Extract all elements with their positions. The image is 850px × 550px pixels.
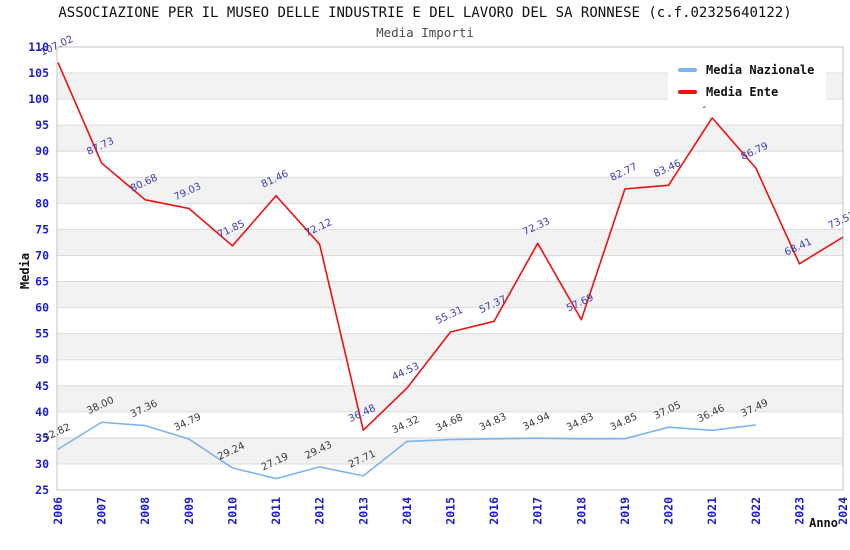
legend: Media Nazionale Media Ente bbox=[668, 56, 827, 106]
x-tick-label: 2008 bbox=[138, 497, 152, 525]
chart-subtitle: Media Importi bbox=[376, 25, 474, 40]
plot-band bbox=[57, 385, 843, 412]
plot-band bbox=[57, 437, 843, 464]
legend-label-media-nazionale: Media Nazionale bbox=[706, 63, 815, 77]
plot-band bbox=[57, 177, 843, 204]
series-line-media-ente bbox=[57, 62, 844, 431]
legend-item-media-ente[interactable]: Media Ente bbox=[678, 85, 814, 99]
x-tick-label: 2010 bbox=[225, 497, 239, 525]
legend-swatch-media-ente-icon bbox=[678, 90, 697, 94]
x-tick-label: 2013 bbox=[356, 497, 370, 525]
y-tick-label: 95 bbox=[35, 118, 49, 132]
x-tick-label: 2017 bbox=[531, 497, 545, 525]
y-tick-label: 110 bbox=[28, 40, 49, 54]
data-label: 34.94 bbox=[521, 411, 552, 433]
x-tick-label: 2019 bbox=[618, 497, 632, 525]
plot-band bbox=[57, 333, 843, 360]
data-label: 34.83 bbox=[565, 411, 596, 433]
data-label: 44.53 bbox=[391, 361, 422, 383]
x-tick-label: 2009 bbox=[182, 497, 196, 525]
data-label: 34.68 bbox=[434, 412, 465, 434]
y-tick-label: 100 bbox=[28, 92, 49, 106]
y-tick-label: 50 bbox=[35, 353, 49, 367]
x-tick-label: 2012 bbox=[313, 497, 327, 525]
x-tick-label: 2024 bbox=[836, 497, 850, 525]
x-tick-label: 2014 bbox=[400, 497, 414, 525]
y-tick-label: 35 bbox=[35, 431, 49, 445]
plot-border bbox=[56, 46, 844, 491]
y-tick-label: 105 bbox=[28, 66, 49, 80]
x-tick-label: 2011 bbox=[269, 497, 283, 525]
x-tick-label: 2015 bbox=[444, 497, 458, 525]
y-tick-label: 25 bbox=[35, 483, 49, 497]
data-label: 34.79 bbox=[172, 412, 203, 434]
data-label: 73.52 bbox=[827, 210, 850, 232]
chart-title: ASSOCIAZIONE PER IL MUSEO DELLE INDUSTRI… bbox=[58, 5, 792, 21]
y-tick-label: 40 bbox=[35, 405, 49, 419]
y-tick-label: 75 bbox=[35, 222, 49, 236]
x-tick-label: 2021 bbox=[705, 497, 719, 525]
legend-swatch-media-nazionale-icon bbox=[678, 68, 697, 72]
plot-band bbox=[57, 125, 843, 152]
y-tick-label: 45 bbox=[35, 379, 49, 393]
data-label: 34.85 bbox=[609, 411, 640, 433]
data-label: 34.32 bbox=[391, 414, 422, 436]
x-tick-label: 2022 bbox=[749, 497, 763, 525]
y-tick-label: 80 bbox=[35, 196, 49, 210]
y-tick-label: 55 bbox=[35, 327, 49, 341]
x-tick-label: 2016 bbox=[487, 497, 501, 525]
plot-band bbox=[57, 229, 843, 256]
x-tick-label: 2023 bbox=[792, 497, 806, 525]
legend-item-media-nazionale[interactable]: Media Nazionale bbox=[678, 63, 814, 77]
y-axis-title: Media bbox=[18, 253, 32, 289]
y-tick-label: 70 bbox=[35, 248, 49, 262]
y-tick-label: 90 bbox=[35, 144, 49, 158]
x-tick-label: 2006 bbox=[51, 497, 65, 525]
x-axis-title: Anno bbox=[809, 516, 838, 530]
data-label: 83.46 bbox=[652, 158, 683, 180]
x-tick-label: 2007 bbox=[95, 497, 109, 525]
series-line-media-nazionale bbox=[57, 421, 756, 480]
y-tick-label: 85 bbox=[35, 170, 49, 184]
x-tick-label: 2020 bbox=[662, 497, 676, 525]
data-label: 34.83 bbox=[478, 411, 509, 433]
y-tick-label: 60 bbox=[35, 301, 49, 315]
y-tick-label: 65 bbox=[35, 275, 49, 289]
legend-label-media-ente: Media Ente bbox=[706, 85, 779, 99]
plot-band bbox=[57, 281, 843, 308]
y-tick-label: 30 bbox=[35, 457, 49, 471]
x-tick-label: 2018 bbox=[574, 497, 588, 525]
